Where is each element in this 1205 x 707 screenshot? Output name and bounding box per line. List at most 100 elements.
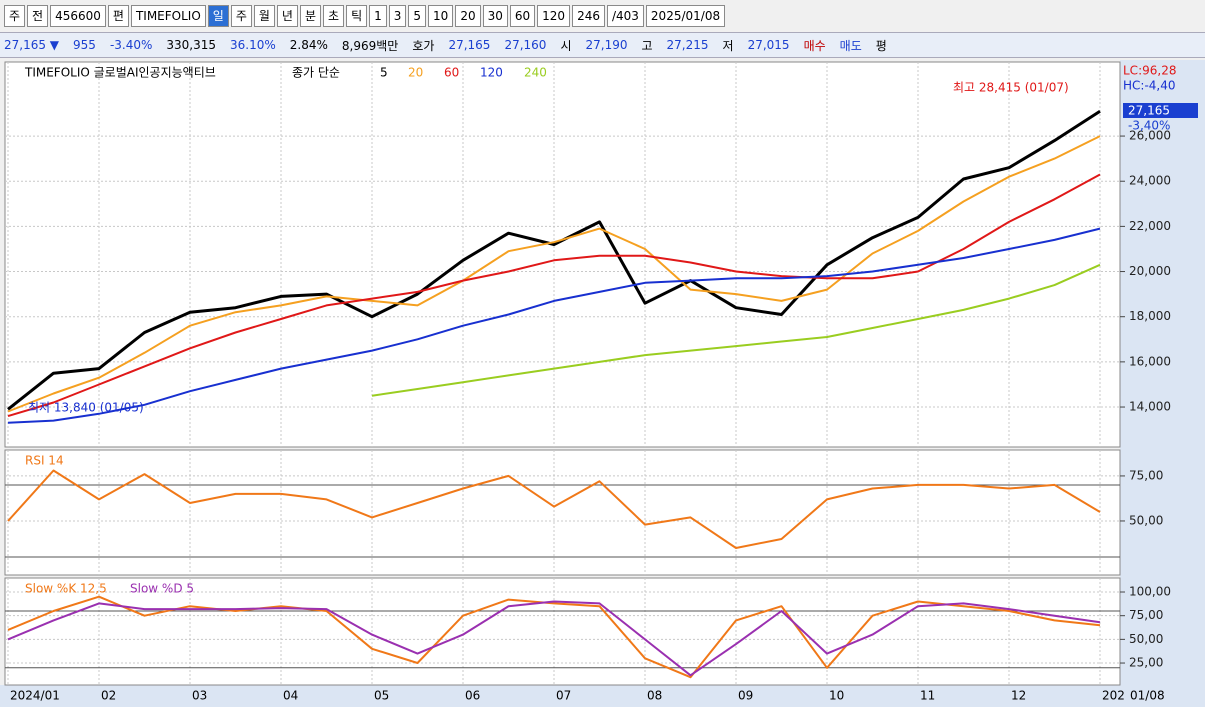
- info-item: 고: [641, 38, 653, 53]
- info-item: 8,969백만: [341, 38, 399, 53]
- x-tick-label: 03: [192, 689, 207, 703]
- legend-entry: 60: [444, 66, 459, 80]
- chart: 14,000 16,000 18,000 20,000 22,000 24,000 26,0…: [0, 60, 1205, 707]
- x-tick-label: 12: [1011, 689, 1026, 703]
- info-item: 매수: [803, 38, 826, 53]
- plot-area: [4, 577, 1121, 686]
- series-line: [371, 263, 1101, 397]
- axis-panel: [1120, 60, 1205, 707]
- toolbar-button[interactable]: 년: [276, 5, 298, 27]
- legend-entry: 20: [408, 66, 423, 80]
- info-item: 27,215: [666, 38, 709, 52]
- x-tick-label: 05: [374, 689, 389, 703]
- toolbar-button[interactable]: 주: [4, 5, 26, 27]
- x-tick-label: 2024/01: [10, 689, 60, 703]
- plot-area: [4, 61, 1121, 448]
- toolbar-button[interactable]: 120: [537, 5, 571, 27]
- toolbar-button[interactable]: 3: [388, 5, 407, 27]
- annotation: 최고 28,415 (01/07): [953, 81, 1069, 95]
- legend-label: 종가 단순: [292, 66, 340, 80]
- toolbar-button[interactable]: 1: [369, 5, 387, 27]
- toolbar-button[interactable]: 일: [207, 5, 229, 27]
- y-tick-label: 26,000: [1129, 129, 1171, 143]
- x-tick-label: 10: [829, 689, 844, 703]
- toolbar: 주 전 456600 편 TIMEFOLIO 일 주 월 년 분 초 틱 1 3 5 10 20 30 60 120 2…: [0, 3, 1205, 29]
- y-tick-label: 50,00: [1129, 632, 1163, 646]
- info-item: 저: [722, 38, 734, 53]
- price-box: [1123, 103, 1198, 118]
- x-tick-label: 09: [738, 689, 753, 703]
- series-line: [7, 600, 1101, 677]
- info-item: 2.84%: [289, 38, 328, 52]
- y-tick-label: 25,00: [1129, 656, 1163, 670]
- annotation: 27,165: [1128, 104, 1170, 118]
- toolbar-button[interactable]: 30: [482, 5, 508, 27]
- info-item: 27,015: [747, 38, 790, 52]
- x-tick-label: 11: [920, 689, 935, 703]
- toolbar-button[interactable]: 주: [230, 5, 252, 27]
- y-tick-label: 75,00: [1129, 468, 1163, 482]
- panel-title: TIMEFOLIO 글로벌AI인공지능액티브: [24, 66, 216, 80]
- toolbar-button[interactable]: 분: [299, 5, 322, 27]
- y-tick-label: 24,000: [1129, 174, 1171, 188]
- info-item: 27,165 ▼: [4, 38, 60, 52]
- info-item: 매도: [839, 38, 862, 53]
- info-item: 시: [560, 38, 572, 53]
- toolbar-button[interactable]: 456600: [50, 5, 106, 27]
- legend-entry: Slow %D 5: [130, 582, 194, 596]
- info-item: 27,165: [448, 38, 491, 52]
- series-line: [7, 173, 1101, 418]
- toolbar-button[interactable]: TIMEFOLIO: [130, 5, 206, 27]
- toolbar-button[interactable]: /403: [606, 5, 644, 27]
- info-item: 27,160: [504, 38, 547, 52]
- x-tick-label: 01/08: [1130, 689, 1165, 703]
- y-tick-label: 75,00: [1129, 608, 1163, 622]
- plot-area: [4, 449, 1121, 576]
- y-tick-label: 22,000: [1129, 219, 1171, 233]
- toolbar-button[interactable]: 60: [509, 5, 536, 27]
- y-tick-label: 100,00: [1129, 585, 1171, 599]
- y-tick-label: 14,000: [1129, 400, 1171, 414]
- series-line: [7, 135, 1101, 413]
- panel-title: Slow %K 12,5: [25, 582, 107, 596]
- y-tick-label: 18,000: [1129, 309, 1171, 323]
- x-tick-label: 07: [556, 689, 571, 703]
- info-item: -3.40%: [109, 38, 153, 52]
- annotation: -3,40%: [1128, 119, 1170, 133]
- toolbar-button[interactable]: 초: [323, 5, 345, 27]
- x-tick-label: 202: [1102, 689, 1125, 703]
- toolbar-button[interactable]: 5: [408, 5, 427, 27]
- legend-entry: 5: [380, 66, 388, 80]
- info-bar: 27,165 ▼ 955 -3.40% 330,315 36.10% 2.84% 8,969…: [0, 32, 1205, 58]
- x-tick-label: 04: [283, 689, 298, 703]
- x-tick-label: 06: [465, 689, 480, 703]
- series-line: [7, 595, 1101, 679]
- toolbar-button[interactable]: 전: [27, 5, 49, 27]
- info-item: 955: [73, 38, 96, 52]
- series-line: [7, 109, 1101, 411]
- y-tick-label: 16,000: [1129, 354, 1171, 368]
- toolbar-button[interactable]: 월: [253, 5, 275, 27]
- x-tick-label: 02: [101, 689, 116, 703]
- annotation: 최저 13,840 (01/05): [28, 401, 144, 415]
- toolbar-button[interactable]: 2025/01/08: [645, 5, 726, 27]
- x-axis-panel: [0, 685, 1205, 707]
- series-line: [7, 469, 1101, 549]
- y-tick-label: 50,00: [1129, 513, 1163, 527]
- toolbar-button[interactable]: 편: [107, 5, 129, 27]
- info-item: 330,315: [166, 38, 217, 52]
- info-item: 호가: [412, 38, 435, 53]
- info-item: 평: [875, 38, 887, 53]
- annotation: LC:96,28: [1123, 64, 1176, 78]
- series-line: [7, 227, 1101, 424]
- y-tick-label: 20,000: [1129, 264, 1171, 278]
- legend-entry: 240: [524, 66, 547, 80]
- toolbar-button[interactable]: 20: [455, 5, 481, 27]
- info-item: 27,190: [585, 38, 628, 52]
- legend-entry: 120: [480, 66, 503, 80]
- toolbar-button[interactable]: 10: [428, 5, 454, 27]
- toolbar-button[interactable]: 틱: [346, 5, 368, 27]
- info-item: 36.10%: [230, 38, 276, 52]
- toolbar-button[interactable]: 246: [572, 5, 605, 27]
